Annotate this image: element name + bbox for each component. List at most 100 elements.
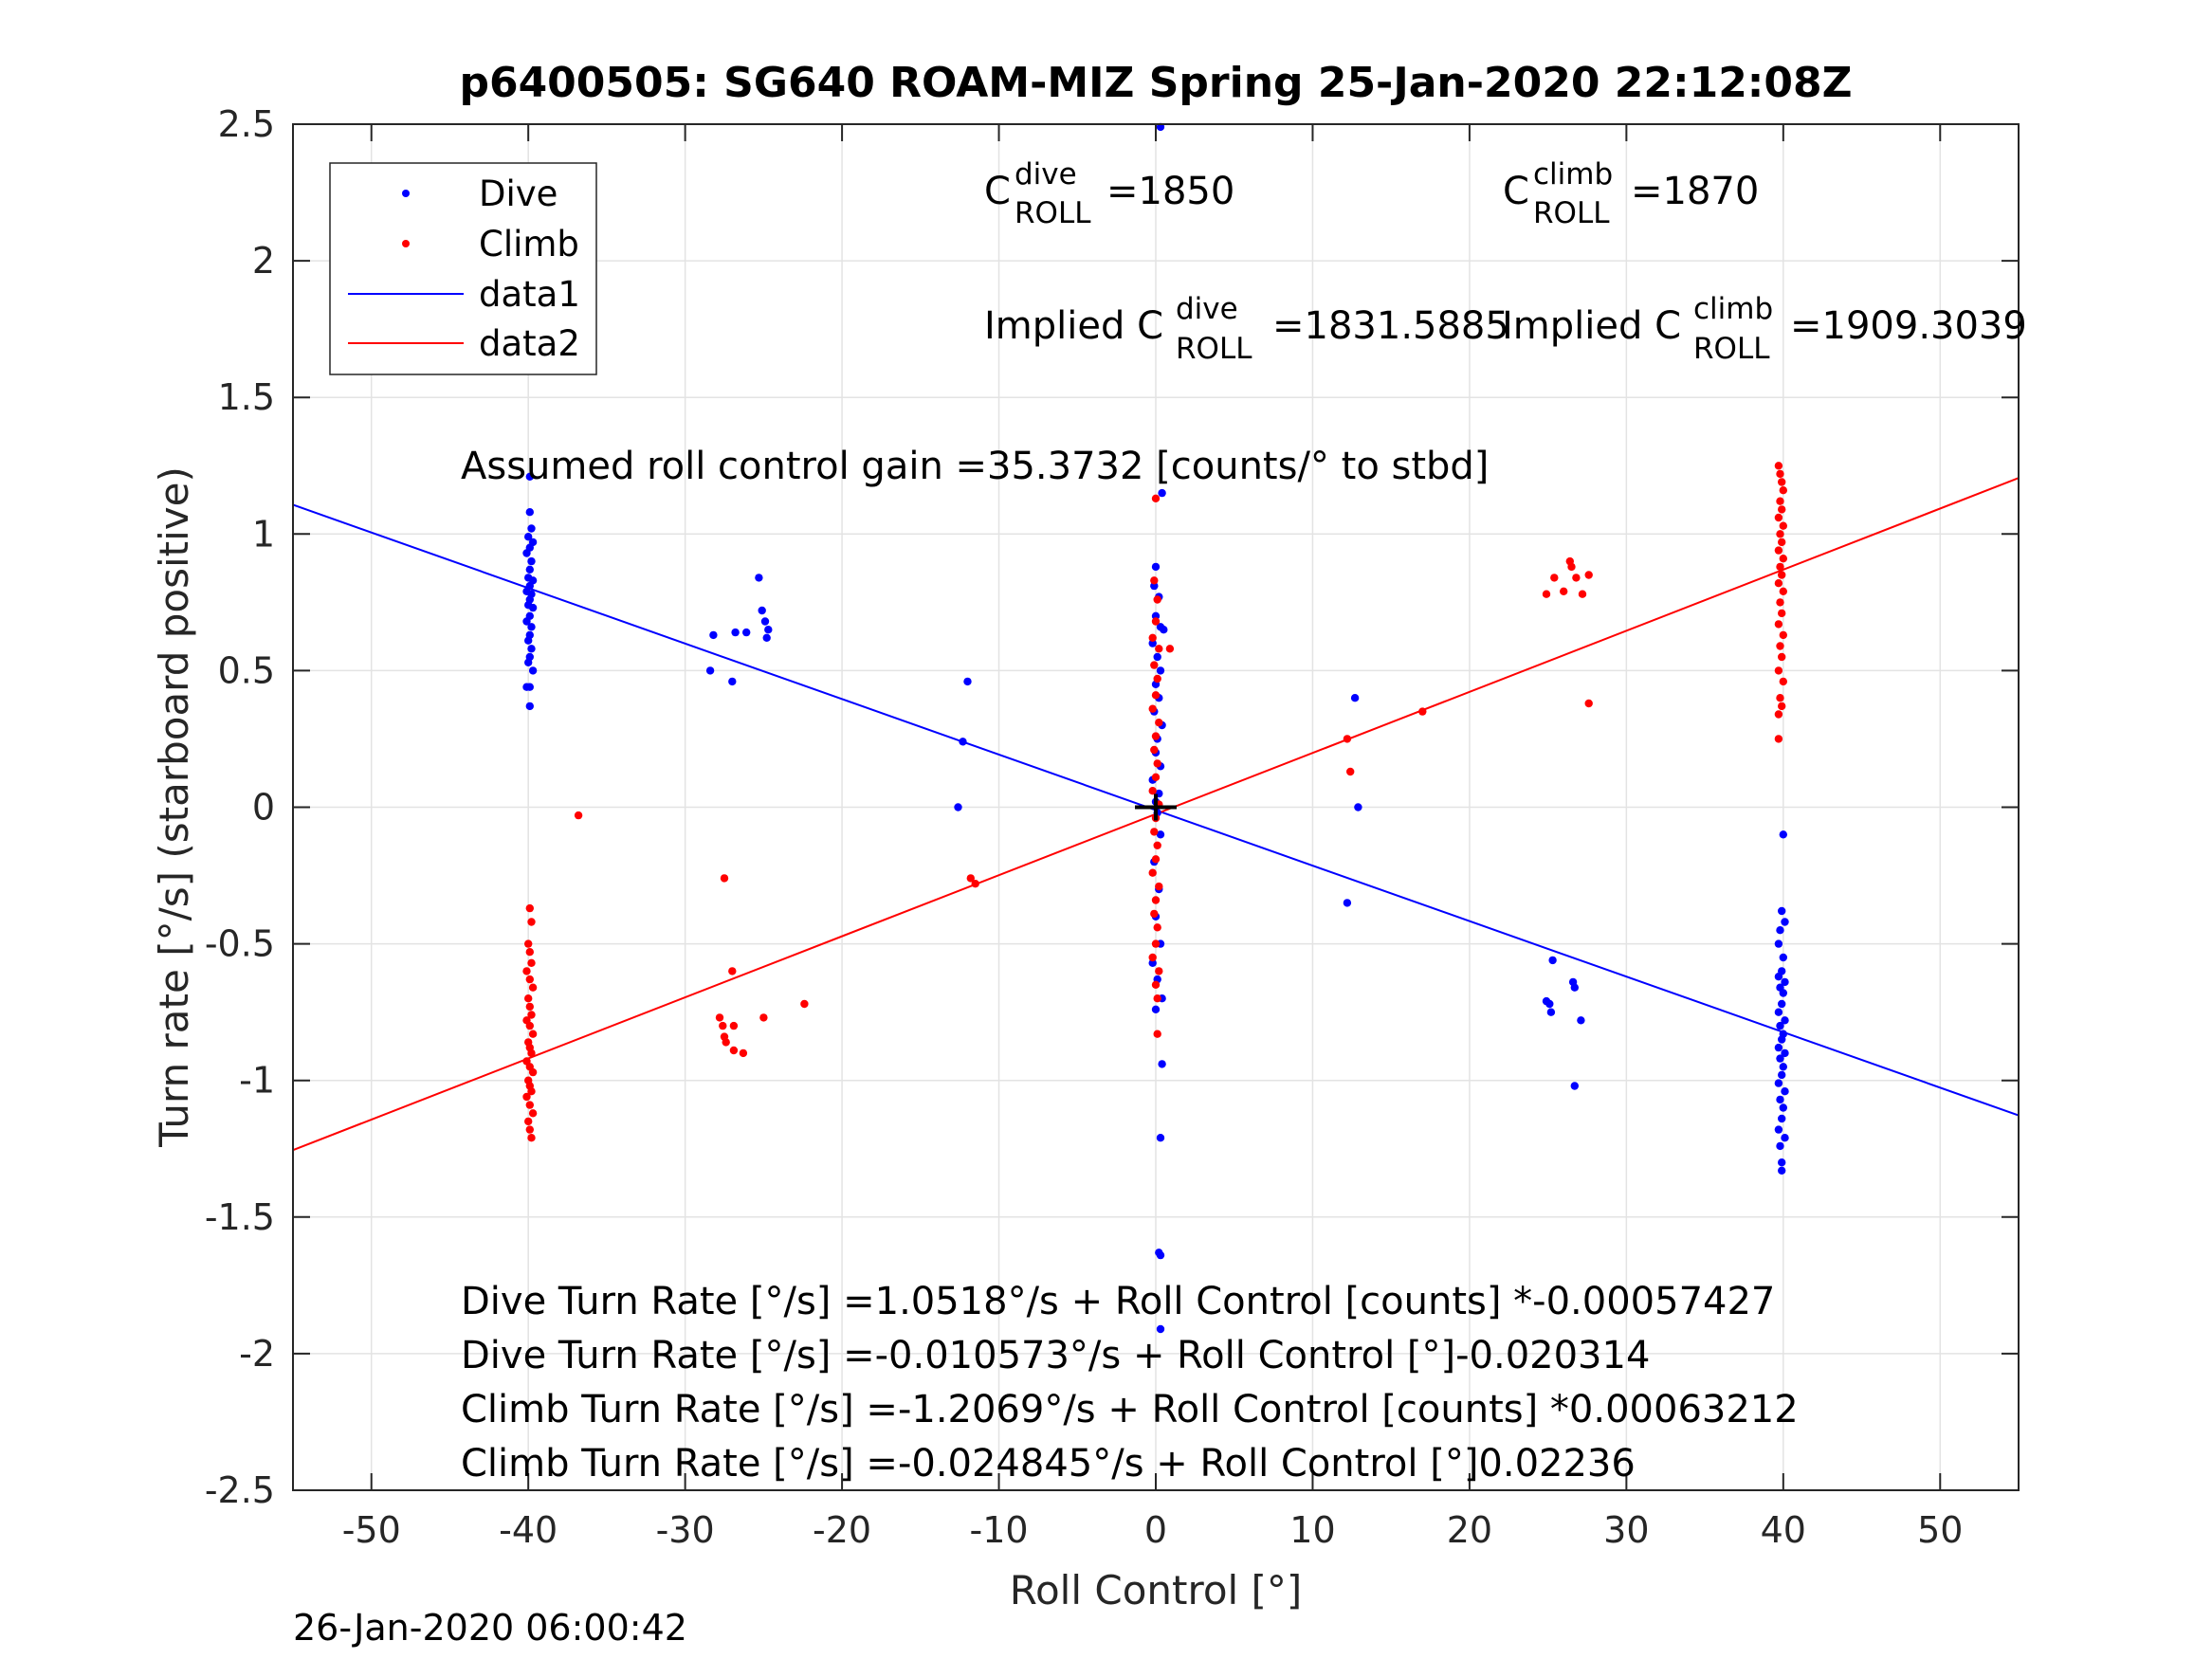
climb-point xyxy=(1155,967,1163,975)
climb-point xyxy=(1776,642,1784,650)
c-climb-base: C xyxy=(1503,170,1529,213)
y-tick-label: -1.5 xyxy=(205,1196,275,1238)
dive-point xyxy=(742,628,751,637)
climb-point xyxy=(525,948,534,957)
x-tick-label: 20 xyxy=(1447,1509,1492,1551)
climb-point xyxy=(1778,478,1786,486)
dive-point xyxy=(1350,694,1360,702)
climb-point xyxy=(729,1021,739,1030)
dive-point xyxy=(524,533,533,541)
climb-point xyxy=(1151,691,1161,700)
x-tick-label: -50 xyxy=(342,1509,401,1551)
legend-label-dive: Dive xyxy=(479,173,558,214)
climb-point xyxy=(1150,576,1159,585)
dive-point xyxy=(959,738,967,746)
dive-point xyxy=(522,549,531,557)
climb-point xyxy=(1774,546,1783,555)
x-tick-label: 0 xyxy=(1144,1509,1167,1551)
dive-point xyxy=(527,524,536,533)
climb-point xyxy=(1778,571,1786,579)
y-tick-label: 0.5 xyxy=(218,649,275,691)
dive-point xyxy=(1779,989,1788,997)
dive-point xyxy=(1151,562,1161,572)
legend-marker-climb xyxy=(402,240,410,247)
implied-dive-sub: ROLL xyxy=(1176,332,1252,366)
climb-point xyxy=(1776,562,1784,572)
climb-point xyxy=(524,939,533,948)
dive-point xyxy=(1156,1250,1165,1260)
x-tick-label: -10 xyxy=(970,1509,1029,1551)
dive-point xyxy=(1354,803,1362,811)
climb-point xyxy=(1346,767,1355,776)
climb-point xyxy=(527,918,536,926)
dive-point xyxy=(1774,973,1783,981)
y-tick-label: 2.5 xyxy=(218,103,275,145)
climb-point xyxy=(1150,828,1159,836)
legend-box xyxy=(329,162,597,375)
dive-point xyxy=(1577,1016,1585,1025)
climb-point xyxy=(1774,579,1783,588)
x-axis-label: Roll Control [°] xyxy=(1010,1567,1303,1613)
climb-point xyxy=(1779,486,1788,495)
climb-point xyxy=(527,1134,536,1142)
dive-point xyxy=(1156,830,1165,839)
y-tick-label: 2 xyxy=(252,240,275,282)
svg-text:C: C xyxy=(1503,170,1529,213)
dive-point xyxy=(1781,977,1789,987)
dive-point xyxy=(522,617,531,626)
climb-point xyxy=(522,967,531,975)
implied-climb-sup: climb xyxy=(1693,292,1773,326)
climb-point xyxy=(1343,735,1352,743)
dive-point xyxy=(1570,1082,1580,1090)
climb-point xyxy=(1418,707,1427,716)
climb-point xyxy=(1774,710,1783,719)
c-climb-value: =1870 xyxy=(1631,170,1759,213)
climb-point xyxy=(1560,587,1568,595)
x-tick-label: 10 xyxy=(1289,1509,1335,1551)
climb-point xyxy=(1153,841,1161,849)
dive-point xyxy=(1778,1166,1786,1176)
footer-timestamp: 26-Jan-2020 06:00:42 xyxy=(293,1607,687,1649)
fit-equation-1: Dive Turn Rate [°/s] =1.0518°/s + Roll C… xyxy=(461,1280,1775,1323)
climb-point xyxy=(966,874,975,883)
dive-point xyxy=(1774,1043,1783,1052)
dive-point xyxy=(762,633,771,642)
dive-point xyxy=(709,630,718,640)
implied-dive-sup: dive xyxy=(1176,292,1238,326)
climb-point xyxy=(525,1002,534,1012)
chart-title: p6400505: SG640 ROAM-MIZ Spring 25-Jan-2… xyxy=(459,59,1852,107)
implied-dive-value: =1831.5885 xyxy=(1272,304,1509,348)
x-tick-label: -30 xyxy=(656,1509,715,1551)
dive-point xyxy=(1778,1070,1786,1080)
implied-climb-annotation: Implied C climb ROLL =1909.3039 xyxy=(1502,292,2027,366)
dive-point xyxy=(764,626,773,634)
climb-point xyxy=(1774,462,1783,470)
climb-point xyxy=(1774,735,1783,743)
dive-point xyxy=(1151,1005,1161,1014)
dive-point xyxy=(525,472,534,481)
fit-equations: Dive Turn Rate [°/s] =1.0518°/s + Roll C… xyxy=(461,1280,1799,1486)
climb-point xyxy=(1148,704,1157,713)
dive-point xyxy=(524,658,533,666)
fit-equation-3: Climb Turn Rate [°/s] =-1.2069°/s + Roll… xyxy=(461,1388,1799,1431)
climb-point xyxy=(524,1117,533,1126)
climb-point xyxy=(1776,530,1784,538)
y-tick-label: 0 xyxy=(252,787,275,829)
climb-point xyxy=(1153,923,1161,932)
dive-point xyxy=(1153,652,1161,662)
x-tick-label: -20 xyxy=(813,1509,871,1551)
y-axis-label: Turn rate [°/s] (starboard positive) xyxy=(151,466,197,1148)
climb-point xyxy=(527,1011,536,1019)
c-climb-annotation: C climb ROLL =1870 xyxy=(1503,157,1759,230)
climb-point xyxy=(527,1087,536,1096)
climb-point xyxy=(1165,645,1175,653)
dive-point xyxy=(1570,983,1580,992)
dive-point xyxy=(1779,1103,1788,1112)
y-tick-label: -2 xyxy=(239,1333,275,1375)
fit-equation-4: Climb Turn Rate [°/s] =-0.024845°/s + Ro… xyxy=(461,1442,1636,1486)
climb-point xyxy=(1148,953,1157,962)
dive-point xyxy=(755,574,763,582)
dive-point xyxy=(1778,999,1786,1009)
climb-point xyxy=(1148,633,1157,642)
dive-point xyxy=(1160,626,1168,634)
